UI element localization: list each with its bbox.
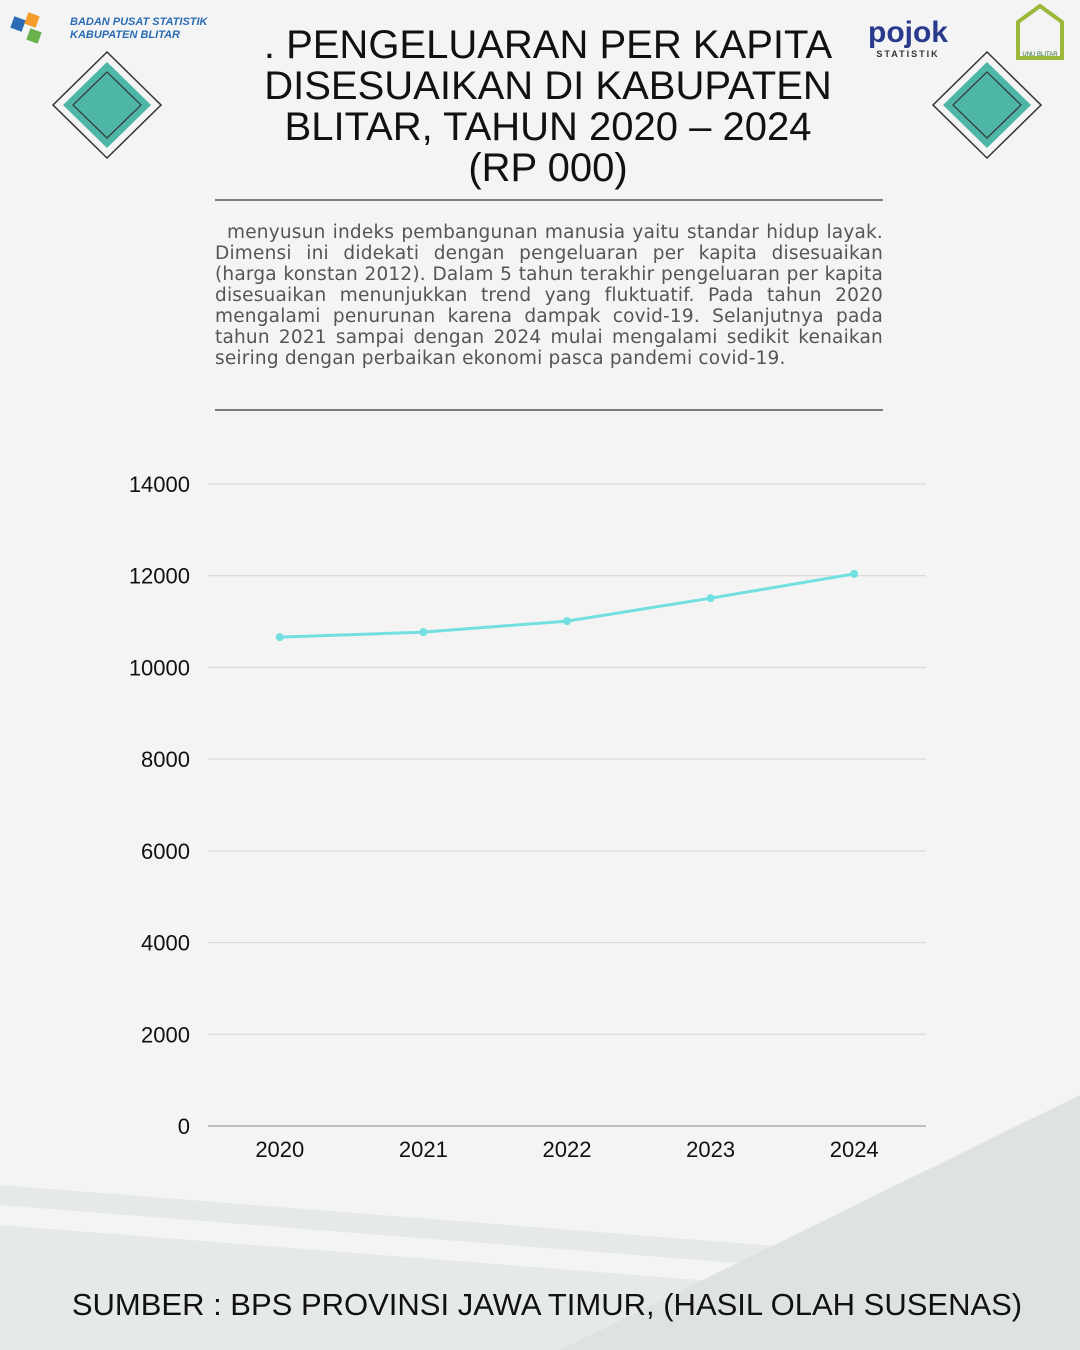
y-tick-label: 12000 — [129, 564, 190, 589]
data-point — [275, 633, 284, 642]
unu-text: UNU BLITAR — [1022, 52, 1058, 58]
bps-logo: BADAN PUSAT STATISTIK KABUPATEN BLITAR — [10, 12, 209, 44]
diamond-decoration — [931, 50, 1043, 160]
y-tick-label: 14000 — [129, 472, 190, 497]
title-line: . PENGELUARAN PER KAPITA — [264, 23, 833, 67]
x-tick-label: 2022 — [543, 1137, 592, 1162]
y-tick-label: 2000 — [141, 1022, 190, 1047]
y-tick-label: 0 — [178, 1114, 190, 1139]
pojok-logo: pojok — [868, 16, 948, 49]
y-tick-label: 10000 — [129, 655, 190, 680]
data-point — [706, 594, 715, 603]
background-shape — [560, 1095, 1080, 1350]
x-tick-label: 2021 — [399, 1137, 448, 1162]
pojok-sub: STATISTIK — [876, 49, 939, 59]
data-point — [419, 628, 428, 637]
org-name: BADAN PUSAT STATISTIK — [70, 16, 209, 28]
chart: 0 2000 4000 6000 8000 10000 12000 14000 2020 2021… — [129, 472, 926, 1162]
title-line: DISESUAIKAN DI KABUPATEN — [264, 64, 832, 108]
y-tick-label: 6000 — [141, 839, 190, 864]
y-tick-label: 4000 — [141, 931, 190, 956]
data-line — [279, 572, 855, 639]
org-name: KABUPATEN BLITAR — [70, 29, 180, 41]
description: menyusun indeks pembangunan manusia yait… — [215, 222, 883, 369]
data-point — [563, 617, 571, 626]
diamond-decoration — [51, 50, 163, 160]
data-point — [850, 569, 859, 578]
title-line: BLITAR, TAHUN 2020 – 2024 — [285, 105, 812, 149]
source: SUMBER : BPS PROVINSI JAWA TIMUR, (HASIL… — [72, 1287, 1022, 1322]
title-line: (RP 000) — [468, 146, 627, 190]
y-tick-label: 8000 — [141, 747, 190, 772]
x-tick-label: 2023 — [686, 1137, 735, 1162]
x-tick-label: 2024 — [830, 1137, 879, 1162]
x-tick-label: 2020 — [255, 1137, 304, 1162]
unu-logo: UNU BLITAR — [1016, 3, 1064, 60]
